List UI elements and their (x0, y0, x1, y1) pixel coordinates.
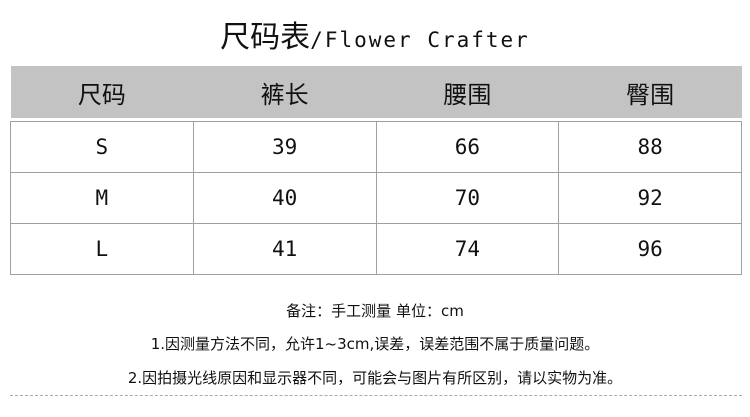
size-table: 尺码 裤长 腰围 臀围 S 39 66 88 M 40 70 92 L 41 74 96 (10, 66, 742, 275)
cell: 74 (375, 223, 560, 275)
cell: L (10, 223, 194, 275)
note-unit: 备注：手工测量 单位：cm (286, 302, 464, 320)
table-row: S 39 66 88 (10, 121, 742, 173)
title-brand: /Flower Crafter (310, 28, 530, 52)
cell: S (10, 121, 194, 173)
cell: 88 (558, 121, 742, 173)
cell: 92 (558, 172, 742, 224)
note-1: 1.因测量方法不同，允许1~3cm,误差，误差范围不属于质量问题。 (150, 335, 600, 353)
cell: 41 (192, 223, 377, 275)
page-title: 尺码表/Flower Crafter (0, 12, 750, 56)
table-row: L 41 74 96 (10, 223, 742, 275)
cell: 70 (375, 172, 560, 224)
cell: M (10, 172, 194, 224)
header-length: 裤长 (193, 66, 376, 118)
header-size: 尺码 (10, 66, 194, 118)
divider (10, 395, 742, 396)
header-waist: 腰围 (376, 66, 559, 118)
title-zh: 尺码表 (220, 20, 311, 55)
note-2: 2.因拍摄光线原因和显示器不同，可能会与图片有所区别，请以实物为准。 (127, 369, 623, 387)
header-hip: 臀围 (558, 66, 742, 118)
cell: 66 (375, 121, 560, 173)
table-row: M 40 70 92 (10, 172, 742, 224)
cell: 40 (192, 172, 377, 224)
table-header: 尺码 裤长 腰围 臀围 (10, 66, 742, 118)
cell: 96 (558, 223, 742, 275)
cell: 39 (192, 121, 377, 173)
